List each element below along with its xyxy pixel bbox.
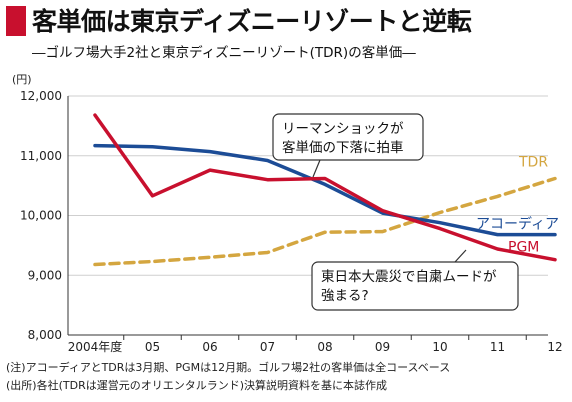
x-tick-label: 05 xyxy=(145,340,160,354)
x-tick-label: 11 xyxy=(490,340,505,354)
series-label: TDR xyxy=(518,154,548,170)
annotation-text: 東日本大震災で自粛ムードが xyxy=(321,269,497,285)
annotation-text: 強まる? xyxy=(321,288,369,304)
x-tick-label: 07 xyxy=(260,340,275,354)
footnote-note: (注)アコーディアとTDRは3月期、PGMは12月期。ゴルフ場2社の客単価は全コ… xyxy=(6,361,451,374)
chart-subtitle: ―ゴルフ場大手2社と東京ディズニーリゾート(TDR)の客単価― xyxy=(32,45,416,61)
annotation-box xyxy=(311,261,519,311)
x-tick-label: 2004年度 xyxy=(68,339,123,354)
chart-title: 客単価は東京ディズニーリゾートと逆転 xyxy=(32,7,472,36)
x-tick-label: 06 xyxy=(202,340,217,354)
x-tick-label: 10 xyxy=(432,340,447,354)
title-accent-bar xyxy=(6,6,26,36)
annotation-text: 客単価の下落に拍車 xyxy=(282,139,404,156)
x-tick-label: 12 xyxy=(547,340,562,354)
y-tick-label: 8,000 xyxy=(28,328,62,342)
y-tick-label: 12,000 xyxy=(20,89,62,103)
series-label: PGM xyxy=(508,240,539,256)
y-tick-label: 11,000 xyxy=(20,149,62,163)
x-tick-label: 09 xyxy=(375,340,390,354)
y-tick-label: 10,000 xyxy=(20,209,62,223)
annotation-pointer xyxy=(312,159,321,178)
annotation-text: リーマンショックが xyxy=(282,121,404,137)
series-line xyxy=(93,143,557,237)
series-label: アコーディア xyxy=(476,216,559,233)
series-line xyxy=(93,113,557,262)
y-tick-label: 9,000 xyxy=(28,268,62,282)
y-axis-unit: (円) xyxy=(12,73,32,86)
footnote-source: (出所)各社(TDRは運営元のオリエンタルランド)決算説明資料を基に本誌作成 xyxy=(6,379,387,392)
series-line xyxy=(93,176,557,267)
x-tick-label: 08 xyxy=(317,340,332,354)
annotation-box xyxy=(272,113,424,161)
annotation-pointer xyxy=(454,249,467,263)
